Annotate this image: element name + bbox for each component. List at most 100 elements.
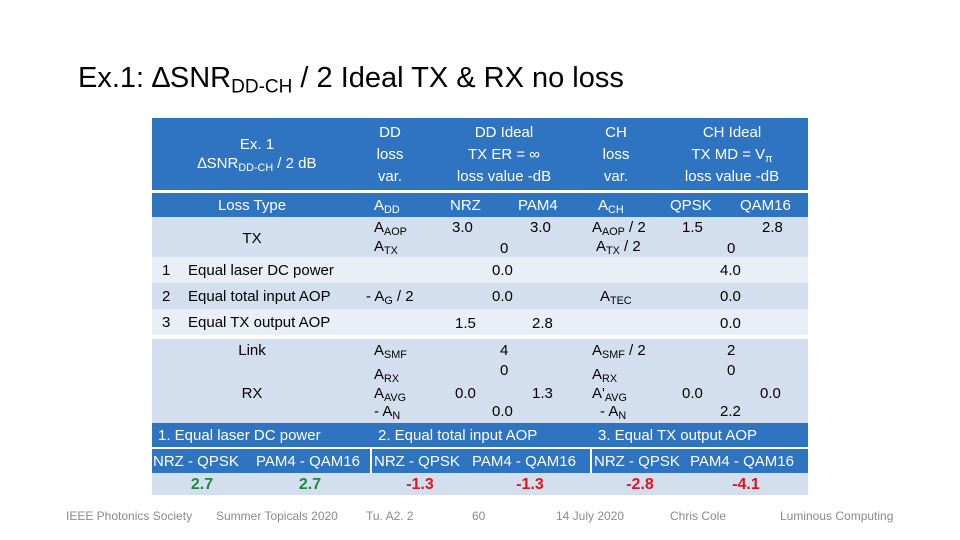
- footer-session: Tu. A2. 2: [366, 509, 414, 523]
- case-1-dd-value: 0.0: [492, 262, 513, 279]
- loss-type-row: [152, 193, 808, 217]
- rx-dd-var1: ARX: [374, 366, 400, 386]
- rx-ch-qpsk: 0.0: [682, 385, 703, 402]
- header-dd-ideal-1: DD Ideal: [474, 124, 534, 141]
- results-row: [152, 473, 808, 495]
- footer-event: Summer Topicals 2020: [216, 509, 338, 523]
- case-3-dd-pam4: 2.8: [532, 315, 553, 332]
- footer-date: 14 July 2020: [556, 509, 625, 523]
- compare-label-6: PAM4 - QAM16: [690, 453, 794, 470]
- link-ch-var: ASMF / 2: [592, 342, 646, 362]
- case-1-ch-value: 4.0: [720, 262, 741, 279]
- case-3-label: Equal TX output AOP: [188, 314, 331, 331]
- rx-dd-value1: 0: [500, 362, 509, 379]
- tx-dd-var2: ATX: [374, 238, 398, 258]
- header-ch-loss-1: CH: [605, 124, 627, 141]
- link-label: Link: [238, 342, 266, 359]
- loss-type-nrz: NRZ: [450, 197, 481, 214]
- footer-company: Luminous Computing: [780, 509, 894, 523]
- tx-dd-nrz: 3.0: [452, 219, 473, 236]
- rx-row: [152, 361, 808, 423]
- rx-ch-var3: - AN: [600, 403, 627, 423]
- table-header: [152, 118, 808, 190]
- compare-row: [152, 449, 808, 473]
- tx-dd-shared: 0: [500, 240, 509, 257]
- rx-ch-var1: ARX: [592, 366, 618, 386]
- tx-ch-var1: AAOP / 2: [592, 219, 646, 239]
- compare-label-5: NRZ - QPSK: [594, 453, 680, 470]
- link-row: [152, 339, 808, 361]
- tx-ch-qam16: 2.8: [762, 219, 783, 236]
- loss-type-pam4: PAM4: [518, 197, 558, 214]
- header-ch-ideal-3: loss value -dB: [684, 168, 780, 185]
- rx-ch-value1: 0: [727, 362, 736, 379]
- tx-dd-pam4: 3.0: [530, 219, 551, 236]
- footer-society: IEEE Photonics Society: [66, 509, 193, 523]
- rx-ch-value3: 2.2: [720, 403, 741, 420]
- tx-row: [152, 217, 808, 257]
- tx-label: TX: [242, 230, 262, 247]
- slide-title: Ex.1: ∆SNRDD-CH / 2 Ideal TX & RX no los…: [78, 62, 624, 98]
- case-header-3: 3. Equal TX output AOP: [598, 427, 757, 444]
- header-dd-loss-3: var.: [377, 168, 403, 185]
- cases-header-row: [152, 423, 808, 447]
- header-dd-ideal-2: TX ER = ∞: [468, 146, 540, 163]
- tx-ch-var2: ATX / 2: [596, 238, 641, 258]
- compare-divider-1: [370, 449, 372, 473]
- link-ch-value: 2: [727, 342, 736, 359]
- result-2: 2.7: [298, 476, 322, 493]
- link-dd-var: ASMF: [374, 342, 407, 362]
- rx-dd-nrz: 0.0: [455, 385, 476, 402]
- rx-dd-pam4: 1.3: [532, 385, 553, 402]
- header-ch-loss-2: loss: [602, 146, 630, 163]
- result-6: -4.1: [732, 476, 760, 493]
- rx-ch-qam16: 0.0: [760, 385, 781, 402]
- header-ex-snr: ∆SNRDD-CH / 2 dB: [197, 155, 317, 175]
- case-1-label: Equal laser DC power: [188, 262, 334, 279]
- case-2-number: 2: [162, 288, 171, 305]
- case-2-ch-value: 0.0: [720, 288, 741, 305]
- compare-label-3: NRZ - QPSK: [374, 453, 460, 470]
- result-4: -1.3: [516, 476, 544, 493]
- result-5: -2.8: [626, 476, 654, 493]
- footer-author: Chris Cole: [670, 509, 727, 523]
- header-ch-ideal-1: CH Ideal: [702, 124, 762, 141]
- case-3-number: 3: [162, 314, 171, 331]
- loss-type-dd-var: ADD: [374, 197, 400, 217]
- compare-label-1: NRZ - QPSK: [153, 453, 239, 470]
- rx-label: RX: [241, 385, 263, 402]
- rx-dd-value3: 0.0: [492, 403, 513, 420]
- case-3-dd-nrz: 1.5: [455, 315, 476, 332]
- header-dd-ideal-3: loss value -dB: [456, 168, 552, 185]
- tx-ch-qpsk: 1.5: [682, 219, 703, 236]
- header-dd-loss-1: DD: [379, 124, 401, 141]
- compare-label-2: PAM4 - QAM16: [256, 453, 360, 470]
- rx-dd-var2: AAVG: [374, 385, 407, 405]
- loss-type-qam16: QAM16: [740, 197, 791, 214]
- case-2-ch-var: ATEC: [600, 288, 632, 308]
- case-row-3: [152, 309, 808, 335]
- case-row-2: [152, 283, 808, 309]
- header-dd-loss-2: loss: [376, 146, 404, 163]
- rx-dd-var3: - AN: [374, 403, 401, 423]
- header-ch-ideal-2: TX MD = Vπ: [691, 146, 773, 166]
- tx-ch-shared: 0: [727, 240, 736, 257]
- header-ch-loss-3: var.: [603, 168, 629, 185]
- case-3-ch-value: 0.0: [720, 315, 741, 332]
- loss-type-label: Loss Type: [217, 197, 287, 214]
- result-3: -1.3: [406, 476, 434, 493]
- case-1-number: 1: [162, 262, 171, 279]
- footer-page-number: 60: [472, 509, 486, 523]
- compare-divider-2: [590, 449, 592, 473]
- loss-type-qpsk: QPSK: [670, 197, 712, 214]
- case-2-dd-value: 0.0: [492, 288, 513, 305]
- header-ex-line1: Ex. 1: [239, 136, 275, 153]
- tx-dd-var1: AAOP: [374, 219, 407, 239]
- case-header-1: 1. Equal laser DC power: [158, 427, 321, 444]
- case-2-label: Equal total input AOP: [188, 288, 331, 305]
- case-header-2: 2. Equal total input AOP: [378, 427, 538, 444]
- loss-type-ch-var: ACH: [598, 197, 624, 217]
- case-row-1: [152, 257, 808, 283]
- rx-ch-var2: A'AVG: [592, 385, 627, 405]
- result-1: 2.7: [190, 476, 214, 493]
